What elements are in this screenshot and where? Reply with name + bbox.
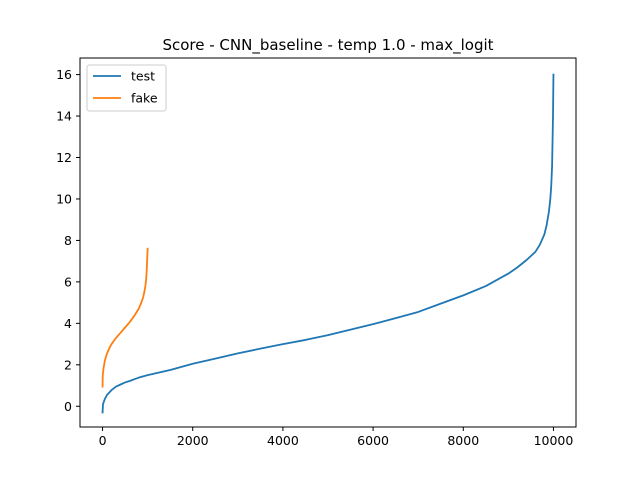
- y-tick-label: 10: [56, 191, 72, 206]
- y-tick-label: 8: [64, 233, 72, 248]
- x-tick-label: 10000: [534, 433, 574, 448]
- plot-area: [101, 73, 555, 414]
- y-tick-label: 6: [64, 274, 72, 289]
- y-tick-label: 2: [64, 357, 72, 372]
- y-tick-label: 16: [56, 67, 72, 82]
- legend: test fake: [86, 64, 167, 112]
- x-tick-label: 6000: [357, 433, 389, 448]
- series-line-test: [101, 73, 555, 414]
- axes: 0 2000 4000 6000 8000 10000 0 2 4 6 8 10 12 14 16: [56, 57, 577, 448]
- y-tick-label: 4: [64, 316, 72, 331]
- axes-frame: [79, 57, 577, 428]
- x-tick-label: 4000: [267, 433, 299, 448]
- x-tick-label: 2000: [177, 433, 209, 448]
- y-tick-label: 0: [64, 399, 72, 414]
- chart-title: Score - CNN_baseline - temp 1.0 - max_lo…: [162, 36, 493, 55]
- y-tick-label: 14: [56, 109, 72, 124]
- legend-label-fake: fake: [131, 91, 158, 106]
- legend-label-test: test: [131, 69, 155, 84]
- x-tick-label: 0: [99, 433, 107, 448]
- series-line-fake: [101, 247, 149, 388]
- y-tick-label: 12: [56, 150, 72, 165]
- x-tick-label: 8000: [447, 433, 479, 448]
